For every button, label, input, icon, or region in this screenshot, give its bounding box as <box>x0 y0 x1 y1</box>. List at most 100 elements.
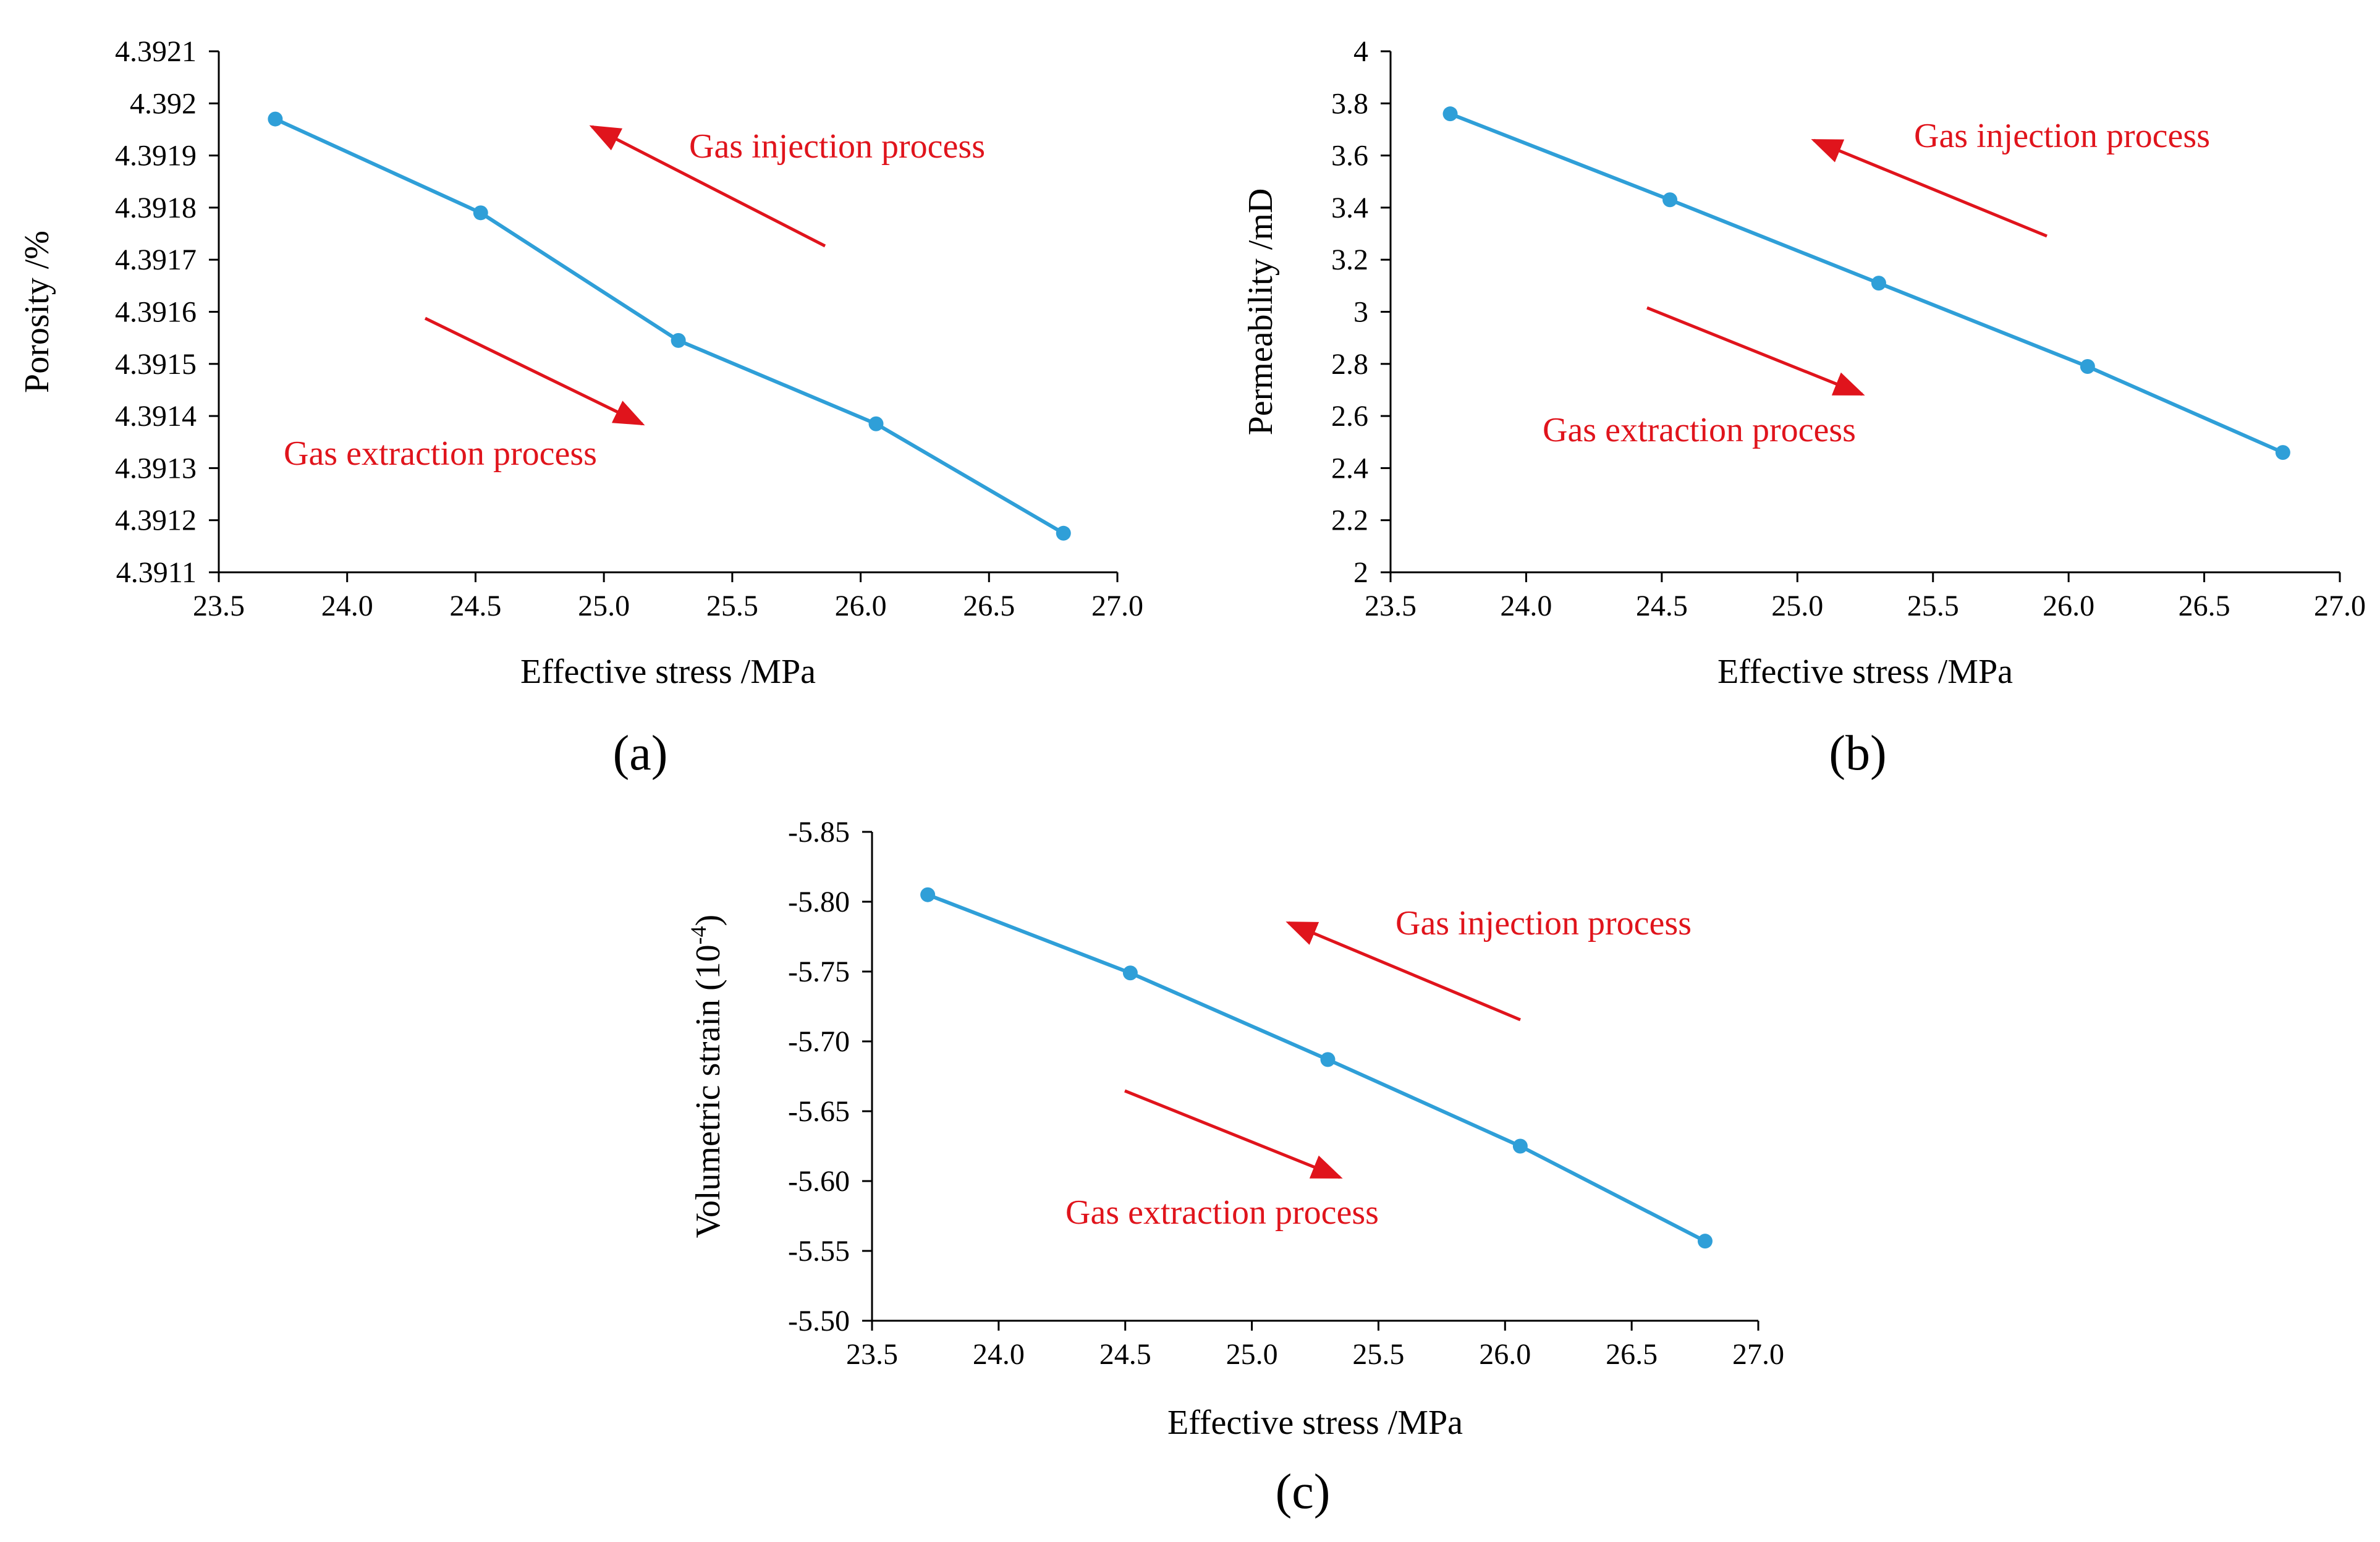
y-tick-label: 4.3919 <box>115 140 197 172</box>
y-tick-label: -5.80 <box>788 886 850 918</box>
y-axis-title: Volumetric strain (10-4) <box>686 915 727 1239</box>
y-tick-label: 2.2 <box>1331 504 1368 537</box>
x-tick-label: 24.5 <box>449 590 501 622</box>
x-tick-label: 27.0 <box>2314 590 2366 622</box>
data-point <box>1056 525 1071 541</box>
extraction-annotation: Gas extraction process <box>1543 411 1856 449</box>
y-tick-label: 2.8 <box>1331 348 1368 381</box>
y-tick-label: 3.6 <box>1331 140 1368 172</box>
y-tick-label: 4.3915 <box>115 348 197 381</box>
y-tick-label: 2.4 <box>1331 452 1368 485</box>
y-tick-label: -5.70 <box>788 1025 850 1058</box>
panel-label: (a) <box>613 726 668 781</box>
injection-arrow <box>1285 921 1521 1022</box>
series-line <box>1449 112 2284 454</box>
y-tick-label: -5.85 <box>788 816 850 849</box>
x-tick-label: 23.5 <box>193 590 245 622</box>
y-axis-title-superscript: -4 <box>686 926 711 944</box>
x-tick-label: 26.0 <box>1479 1338 1531 1371</box>
extraction-arrow <box>1646 306 1865 396</box>
y-tick-label: -5.50 <box>788 1305 850 1337</box>
y-tick-label: 4.3917 <box>115 244 197 276</box>
y-tick-label: -5.65 <box>788 1095 850 1128</box>
chart-panel-a: 23.5 24.0 24.5 25.0 25.5 26.0 26.5 27.0 4.3911 4.… <box>18 35 1143 781</box>
injection-annotation: Gas injection process <box>1395 904 1692 943</box>
chart-panel-c: 23.5 24.0 24.5 25.0 25.5 26.0 26.5 27.0 -5.85 -5.… <box>686 816 1784 1519</box>
data-point <box>1871 276 1886 291</box>
x-tick-label: 23.5 <box>1365 590 1417 622</box>
panel-label: (b) <box>1829 726 1886 781</box>
y-axis-title: Porosity /% <box>18 231 56 393</box>
injection-annotation: Gas injection process <box>1914 117 2210 155</box>
y-axis-title-text: Porosity /% <box>18 231 56 393</box>
data-point <box>1442 106 1458 122</box>
data-point <box>268 111 283 127</box>
x-tick-label: 24.0 <box>321 590 373 622</box>
x-tick-label: 26.5 <box>1606 1338 1658 1371</box>
x-tick-label: 24.5 <box>1099 1338 1151 1371</box>
x-tick-label: 27.0 <box>1732 1338 1784 1371</box>
data-point <box>1697 1234 1713 1249</box>
data-point <box>868 416 884 431</box>
y-tick-label: -5.55 <box>788 1235 850 1268</box>
y-tick-label: -5.60 <box>788 1165 850 1198</box>
y-tick-label: 4.3913 <box>115 452 197 485</box>
data-point <box>1320 1052 1336 1067</box>
extraction-annotation: Gas extraction process <box>284 434 597 473</box>
y-tick-label: 3 <box>1353 296 1368 329</box>
x-tick-label: 25.0 <box>578 590 630 622</box>
x-tick-label: 23.5 <box>846 1338 898 1371</box>
data-point <box>473 205 488 221</box>
series-line <box>927 892 1706 1243</box>
x-tick-label: 24.0 <box>973 1338 1025 1371</box>
x-tick-label: 25.5 <box>1907 590 1959 622</box>
x-axis-title: Effective stress /MPa <box>520 653 816 691</box>
y-tick-label: 4.3916 <box>115 296 197 329</box>
data-point <box>920 887 936 902</box>
injection-arrow <box>589 125 826 248</box>
x-tick-label: 25.5 <box>706 590 758 622</box>
y-tick-label: 4.392 <box>130 87 197 120</box>
y-tick-label: 4.3912 <box>115 504 197 537</box>
data-point <box>1662 192 1678 208</box>
y-tick-label: -5.75 <box>788 955 850 988</box>
data-point <box>1122 965 1138 981</box>
injection-annotation: Gas injection process <box>689 127 985 166</box>
y-tick-label: 4.3921 <box>115 35 197 68</box>
extraction-arrow <box>424 316 645 426</box>
extraction-annotation: Gas extraction process <box>1065 1193 1379 1232</box>
y-tick-label: 3.8 <box>1331 87 1368 120</box>
y-tick-label: 4 <box>1353 35 1368 68</box>
data-point <box>2275 445 2290 460</box>
data-point <box>1512 1138 1528 1154</box>
x-tick-label: 25.5 <box>1352 1338 1404 1371</box>
x-axis-title: Effective stress /MPa <box>1167 1404 1463 1442</box>
y-tick-label: 2.6 <box>1331 400 1368 433</box>
x-tick-label: 25.0 <box>1771 590 1823 622</box>
y-tick-label: 3.4 <box>1331 192 1368 224</box>
y-axis-title: Permeability /mD <box>1242 189 1280 436</box>
x-tick-label: 26.5 <box>963 590 1015 622</box>
x-tick-label: 24.5 <box>1636 590 1688 622</box>
y-tick-label: 4.3914 <box>115 400 197 433</box>
x-tick-label: 26.0 <box>835 590 887 622</box>
y-tick-label: 3.2 <box>1331 244 1368 276</box>
y-tick-label: 4.3918 <box>115 192 197 224</box>
x-axis-title: Effective stress /MPa <box>1717 653 2013 691</box>
y-axis-title-suffix: ) <box>689 915 727 926</box>
y-tick-label: 2 <box>1353 556 1368 589</box>
x-tick-label: 26.0 <box>2043 590 2094 622</box>
x-tick-label: 25.0 <box>1226 1338 1278 1371</box>
chart-panel-b: 23.5 24.0 24.5 25.0 25.5 26.0 26.5 27.0 2 2.2 2.4 2… <box>1242 35 2366 781</box>
extraction-arrow <box>1124 1089 1343 1179</box>
data-point <box>2080 359 2095 375</box>
data-point <box>671 333 686 348</box>
x-tick-label: 27.0 <box>1091 590 1143 622</box>
y-axis-title-text: Permeability /mD <box>1242 189 1280 436</box>
injection-arrow <box>1811 138 2048 238</box>
x-tick-label: 26.5 <box>2179 590 2230 622</box>
y-axis-title-text: Volumetric strain (10 <box>689 944 727 1238</box>
y-tick-label: 4.3911 <box>116 556 197 589</box>
x-tick-label: 24.0 <box>1500 590 1552 622</box>
